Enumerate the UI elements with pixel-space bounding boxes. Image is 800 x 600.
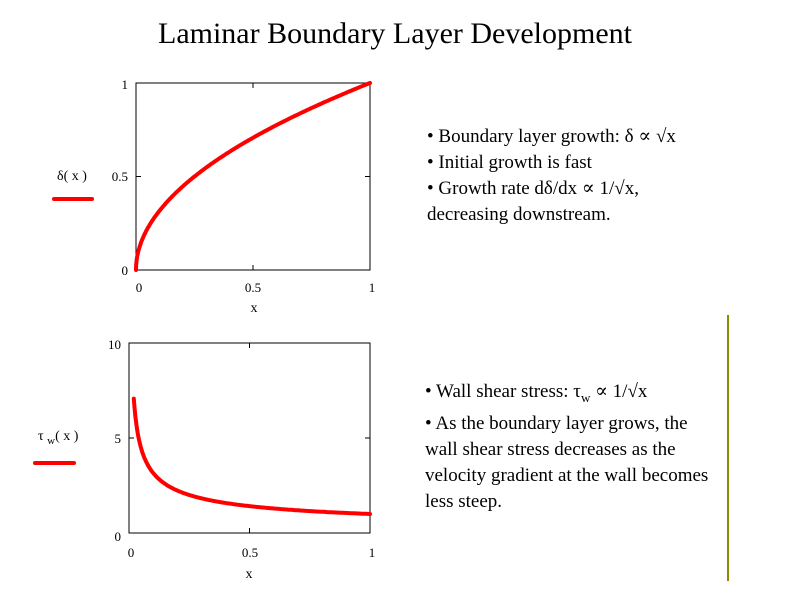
note-top-line-3: • Growth rate dδ/dx ∝ 1/√x, (427, 178, 639, 199)
page-title: Laminar Boundary Layer Development (158, 17, 632, 50)
chart-tau-xtick-label-1: 1 (369, 545, 376, 560)
chart-delta: 1 0.5 0 0 0.5 1 x (112, 77, 376, 316)
chart-tau-ytick-label-10: 10 (108, 337, 121, 352)
chart-delta-xtick-label-0: 0 (136, 280, 143, 295)
chart-delta-ytick-label-05: 0.5 (112, 169, 128, 184)
note-bottom-line-3: wall shear stress decreases as the (425, 438, 676, 460)
chart-delta-xlabel: x (251, 301, 258, 316)
note-bottom-line-1-sub: w (580, 389, 591, 405)
chart-delta-series-line (134, 81, 372, 272)
chart-tau-ylabel: τ w( x ) (38, 429, 78, 447)
chart-tau-xtick-label-0: 0 (128, 545, 135, 560)
chart-delta-ylabel: δ( x ) (57, 169, 87, 185)
notes-top: • Boundary layer growth: δ ∝ √x • Initia… (427, 124, 727, 228)
note-top-line-4: decreasing downstream. (427, 204, 611, 225)
chart-delta-ytick-label-0: 0 (122, 263, 129, 278)
chart-tau-ytick-label-0: 0 (115, 529, 122, 544)
chart-tau-series-line (131, 396, 372, 516)
note-bottom-line-1-prefix: • Wall shear stress: τ (425, 381, 581, 402)
chart-delta-ylabel-symbol: δ (57, 169, 64, 184)
note-bottom-line-5: less steep. (425, 490, 503, 512)
divider-line (727, 315, 729, 581)
chart-delta-ylabel-arg: ( x ) (63, 169, 87, 184)
note-bottom-line-4: velocity gradient at the wall becomes (425, 464, 709, 486)
chart-delta-ylabel-underline (52, 197, 94, 201)
chart-delta-xtick-label-05: 0.5 (245, 280, 261, 295)
chart-delta-ytick-label-1: 1 (122, 77, 129, 92)
chart-tau: 10 5 0 0 0.5 1 x (108, 337, 375, 582)
note-bottom-line-1-suffix: ∝ 1/√x (590, 381, 648, 402)
note-bottom-line-1: • Wall shear stress: τw ∝ 1/√x (425, 379, 770, 411)
chart-tau-xtick-label-05: 0.5 (242, 545, 258, 560)
note-top-line-2: • Initial growth is fast (427, 152, 592, 173)
chart-tau-xlabel: x (246, 567, 253, 582)
chart-tau-ytick-label-5: 5 (115, 431, 122, 446)
chart-tau-ylabel-underline (33, 461, 76, 465)
notes-bottom: • Wall shear stress: τw ∝ 1/√x • As the … (425, 379, 770, 515)
chart-tau-ylabel-arg: ( x ) (55, 429, 79, 444)
chart-tau-ylabel-sub: w (47, 434, 56, 447)
note-bottom-line-2: • As the boundary layer grows, the (425, 412, 688, 434)
note-top-line-1: • Boundary layer growth: δ ∝ √x (427, 126, 676, 147)
chart-delta-frame (135, 82, 371, 271)
chart-tau-ylabel-symbol: τ (38, 429, 44, 444)
chart-delta-xtick-label-1: 1 (369, 280, 376, 295)
